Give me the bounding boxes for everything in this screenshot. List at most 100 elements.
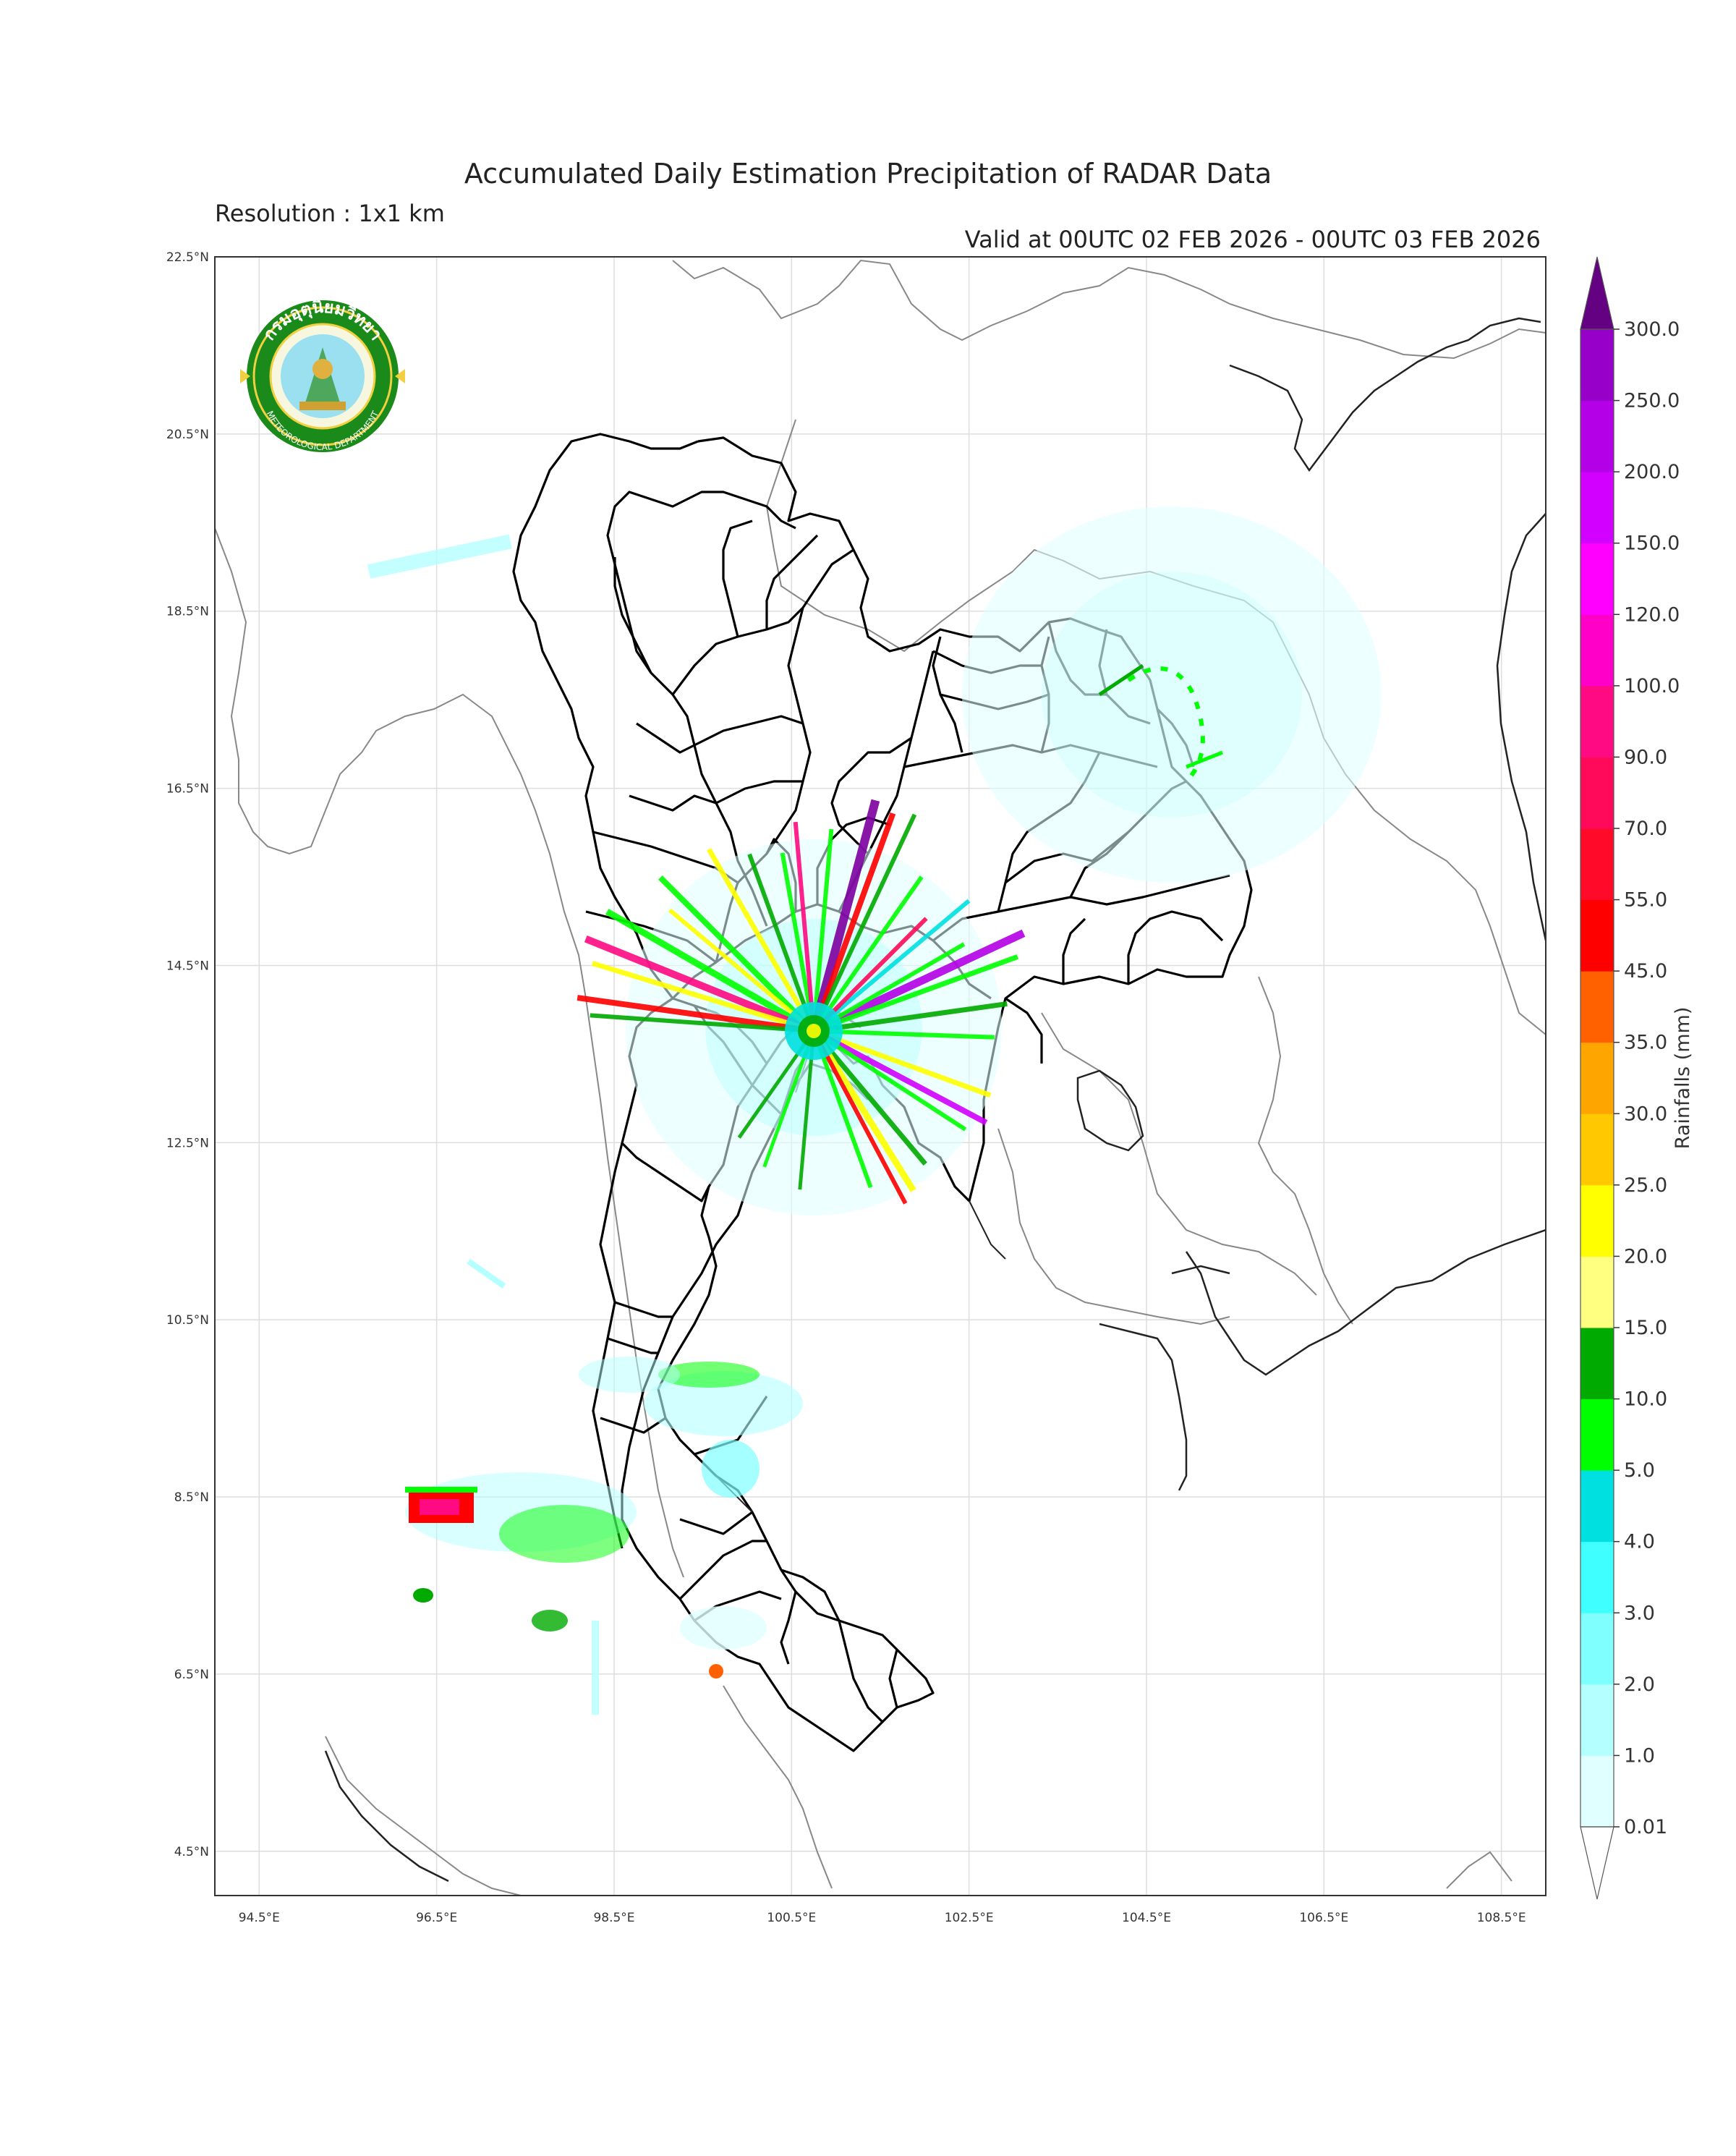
lat-tick-label: 8.5°N: [174, 1490, 209, 1505]
colorbar-label: 55.0: [1624, 889, 1667, 912]
colorbar-frame: [1580, 328, 1614, 1828]
colorbar-segment: [1580, 899, 1614, 972]
lon-tick-label: 102.5°E: [945, 1911, 994, 1925]
colorbar-segment: [1580, 543, 1614, 615]
colorbar-title: Rainfalls (mm): [1672, 1007, 1694, 1150]
lat-tick-label: 18.5°N: [166, 605, 209, 619]
colorbar-segment: [1580, 329, 1614, 402]
colorbar-segment: [1580, 1755, 1614, 1828]
radar-spoke: [584, 935, 815, 1035]
lon-tick-label: 108.5°E: [1477, 1911, 1526, 1925]
colorbar-segment: [1580, 1328, 1614, 1400]
colorbar-segment: [1580, 1613, 1614, 1685]
radar-spoke: [658, 875, 816, 1033]
lat-tick-label: 12.5°N: [166, 1136, 209, 1150]
coastline: [324, 317, 1546, 1883]
radar-spoke: [780, 852, 816, 1032]
colorbar-label: 20.0: [1624, 1245, 1667, 1268]
radar-spoke: [809, 799, 880, 1032]
lon-tick-label: 98.5°E: [593, 1911, 634, 1925]
colorbar-segment: [1580, 472, 1614, 544]
colorbar-segment: [1580, 757, 1614, 829]
colorbar-label: 1.0: [1624, 1744, 1655, 1767]
colorbar-label: 30.0: [1624, 1103, 1667, 1125]
lon-tick-label: 104.5°E: [1122, 1911, 1171, 1925]
latitude-tick-labels: 22.5°N 20.5°N 18.5°N 16.5°N 14.5°N 12.5°N 10.5…: [166, 250, 209, 1859]
lat-tick-label: 4.5°N: [174, 1845, 209, 1859]
radar-spoke: [605, 909, 816, 1034]
colorbar-segment: [1580, 971, 1614, 1043]
colorbar-label: 120.0: [1624, 603, 1680, 626]
lat-tick-label: 6.5°N: [174, 1668, 209, 1682]
radar-spoke: [812, 875, 924, 1032]
colorbar-label: 4.0: [1624, 1531, 1655, 1553]
colorbar-segment: [1580, 1184, 1614, 1257]
resolution-label: Resolution : 1x1 km: [215, 200, 445, 227]
colorbar-min-extension: [1580, 1826, 1614, 1900]
radar-spoke: [793, 821, 816, 1032]
colorbar-label: 15.0: [1624, 1317, 1667, 1339]
colorbar-max-extension: [1580, 256, 1614, 330]
colorbar-segment: [1580, 1399, 1614, 1471]
radar-spoke: [811, 1029, 916, 1192]
radar-spoke: [812, 929, 1026, 1035]
lat-tick-label: 10.5°N: [166, 1313, 209, 1328]
radar-spoke: [747, 853, 816, 1032]
colorbar-label: 0.01: [1624, 1816, 1667, 1838]
colorbar-label: 25.0: [1624, 1174, 1667, 1197]
radar-spoke: [668, 908, 815, 1033]
radar-spoke: [813, 1029, 995, 1040]
colorbar-segment: [1580, 685, 1614, 757]
lat-tick-label: 22.5°N: [166, 250, 209, 265]
tmd-logo: กรมอุตุนิยมวิทยา METEOROLOGICAL DEPARTME…: [240, 298, 405, 452]
longitude-tick-labels: 94.5°E 96.5°E 98.5°E 100.5°E 102.5°E 104.5°E 1…: [239, 1911, 1526, 1925]
radar-spoke: [812, 899, 971, 1033]
colorbar-label: 45.0: [1624, 960, 1667, 982]
radar-spoke: [812, 1029, 967, 1132]
colorbar-label: 2.0: [1624, 1673, 1655, 1696]
radar-spoke: [812, 828, 834, 1032]
colorbar-segment: [1580, 1684, 1614, 1756]
lat-tick-label: 16.5°N: [166, 782, 209, 797]
rainfall-colorbar: 0.01 1.0 2.0 3.0 4.0 5.0 10.0 15.0 20.0 25.0 30.0 3…: [1580, 256, 1680, 1900]
lat-tick-label: 20.5°N: [166, 428, 209, 442]
colorbar-label: 5.0: [1624, 1459, 1655, 1482]
lon-tick-label: 96.5°E: [416, 1911, 457, 1925]
colorbar-segment: [1580, 1042, 1614, 1114]
colorbar-segment: [1580, 1470, 1614, 1542]
valid-time-label: Valid at 00UTC 02 FEB 2026 - 00UTC 03 FE…: [964, 226, 1541, 253]
colorbar-label: 3.0: [1624, 1602, 1655, 1624]
radar-spoke: [812, 813, 917, 1032]
radar-spoke: [812, 954, 1019, 1034]
colorbar-label: 250.0: [1624, 390, 1680, 412]
colorbar-segment: [1580, 614, 1614, 687]
colorbar-label: 200.0: [1624, 461, 1680, 483]
colorbar-segment: [1580, 828, 1614, 901]
lon-tick-label: 106.5°E: [1299, 1911, 1348, 1925]
colorbar-segment: [1580, 1113, 1614, 1186]
radar-spoke: [813, 1001, 1008, 1034]
colorbar-label: 150.0: [1624, 532, 1680, 555]
lon-tick-label: 100.5°E: [767, 1911, 816, 1925]
colorbar-segment: [1580, 1256, 1614, 1328]
colorbar-segment: [1580, 1541, 1614, 1613]
radar-spoke: [812, 1029, 927, 1166]
plot-frame: [214, 256, 1546, 1896]
radar-spoke: [576, 995, 814, 1034]
colorbar-label: 35.0: [1624, 1032, 1667, 1054]
colorbar-label: 70.0: [1624, 818, 1667, 840]
rainfall-overlay: [367, 506, 1382, 1715]
radar-spoke: [591, 961, 815, 1034]
radar-spoke: [812, 1028, 992, 1098]
colorbar-label: 100.0: [1624, 675, 1680, 697]
colorbar-label: 300.0: [1624, 318, 1680, 341]
radar-spoke: [812, 1028, 988, 1126]
radar-spoke: [812, 1030, 908, 1205]
radar-spoke: [590, 1013, 814, 1033]
radar-spoke: [811, 812, 896, 1032]
colorbar-label: 10.0: [1624, 1388, 1667, 1411]
colorbar-label: 90.0: [1624, 746, 1667, 768]
colorbar-segment: [1580, 400, 1614, 472]
lat-tick-label: 14.5°N: [166, 959, 209, 973]
